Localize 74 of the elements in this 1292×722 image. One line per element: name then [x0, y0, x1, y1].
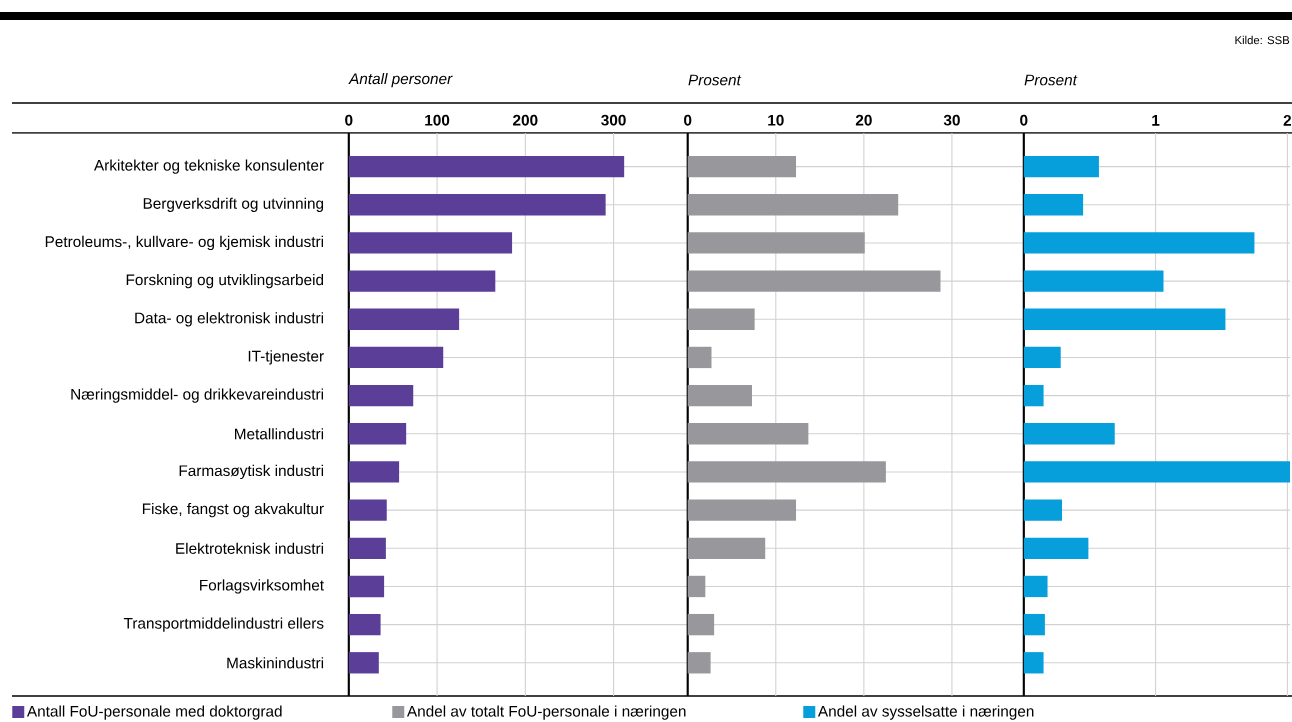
- bar: [687, 346, 712, 369]
- x-tick-label: 0: [345, 114, 353, 126]
- y-tick-label: Forlagsvirksomhet: [200, 579, 324, 594]
- x-tick-label: 20: [855, 114, 872, 126]
- bar: [687, 652, 711, 674]
- bar: [687, 155, 797, 178]
- x-axis-title: Prosent: [688, 74, 742, 86]
- y-tick-label: Farmasøytisk industri: [179, 464, 324, 480]
- bar: [1023, 423, 1115, 445]
- bar: [348, 652, 379, 674]
- bar: [1023, 155, 1099, 178]
- text: Kilde: SSB: [1235, 35, 1290, 45]
- y-tick-label: Bergverksdrift og utvinning: [143, 197, 324, 212]
- bar: [348, 575, 385, 598]
- bar: [1023, 308, 1226, 330]
- x-tick-label: 1: [1152, 115, 1160, 126]
- bar: [348, 232, 513, 254]
- bar: [687, 461, 886, 483]
- bar: [348, 346, 444, 369]
- bar: [1023, 499, 1063, 521]
- x-tick-label: 2: [1283, 114, 1292, 126]
- bar: [348, 423, 407, 445]
- bar: [348, 613, 381, 636]
- x-tick-label: 30: [943, 114, 960, 126]
- bar: [1023, 652, 1044, 674]
- bar: [687, 384, 753, 407]
- y-tick-label: Transportmiddelindustri ellers: [123, 617, 324, 632]
- bar: [687, 423, 809, 445]
- bar: [687, 499, 797, 521]
- x-tick-label: 300: [601, 114, 626, 126]
- x-tick-label: 200: [513, 114, 538, 126]
- y-tick-label: IT-tjenester: [248, 350, 324, 365]
- x-tick-label: 0: [684, 114, 692, 126]
- bar: [1023, 537, 1089, 559]
- x-axis-title: Antall personer: [348, 72, 453, 88]
- y-tick-label: Fiske, fangst og akvakultur: [142, 502, 324, 518]
- y-tick-label: Næringsmiddel- og drikkevareindustri: [71, 388, 323, 403]
- bar: [348, 499, 387, 521]
- bar: [687, 613, 715, 636]
- bar: [687, 270, 941, 292]
- bar: [348, 384, 414, 407]
- y-tick-label: Maskinindustri: [227, 657, 324, 669]
- y-tick-label: Data- og elektronisk industri: [135, 312, 324, 327]
- bar: [348, 194, 606, 216]
- bar: [348, 155, 625, 178]
- bar: [1023, 575, 1048, 598]
- legend-label: Antall FoU-personale med doktorgrad: [26, 705, 282, 720]
- x-axis-title: Prosent: [1024, 74, 1078, 86]
- bar: [1023, 232, 1255, 254]
- bar: [1023, 461, 1291, 483]
- y-tick-label: Petroleums-, kullvare- og kjemisk industri: [45, 235, 323, 251]
- bar: [1023, 270, 1164, 292]
- y-tick-label: Metallindustri: [235, 428, 324, 440]
- bar: [687, 194, 899, 216]
- bar: [687, 308, 755, 330]
- bar: [348, 270, 496, 292]
- legend-label: Andel av sysselsatte i næringen: [817, 705, 1034, 720]
- bar: [348, 537, 386, 559]
- bar: [687, 575, 706, 598]
- bar: [687, 537, 766, 559]
- bar: [1023, 613, 1045, 636]
- x-tick-label: 10: [768, 114, 784, 126]
- legend-label: Andel av totalt FoU-personale i næringen: [406, 705, 686, 720]
- bar: [348, 308, 460, 330]
- x-tick-label: 100: [425, 114, 450, 126]
- bar: [1023, 194, 1084, 216]
- bar: [687, 232, 865, 254]
- bar: [348, 461, 400, 483]
- bar: [1023, 346, 1061, 369]
- y-tick-label: Forskning og utviklingsarbeid: [126, 273, 324, 289]
- y-tick-label: Arkitekter og tekniske konsulenter: [94, 159, 324, 174]
- bar: [1023, 384, 1044, 407]
- x-tick-label: 0: [1020, 114, 1028, 126]
- y-tick-label: Elektroteknisk industri: [176, 542, 324, 554]
